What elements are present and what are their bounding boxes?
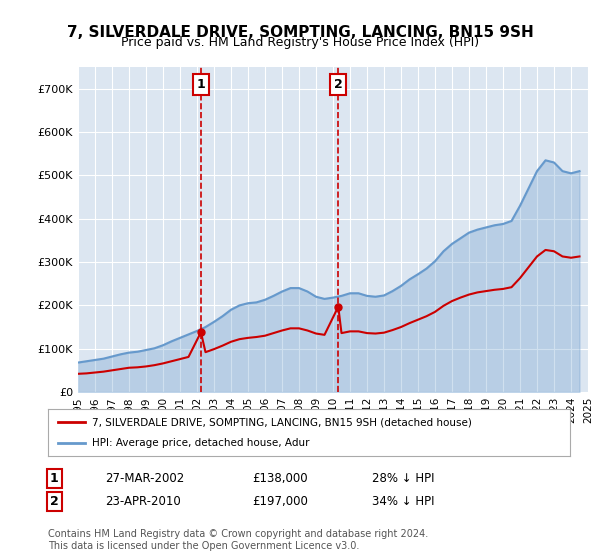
Text: Contains HM Land Registry data © Crown copyright and database right 2024.
This d: Contains HM Land Registry data © Crown c… xyxy=(48,529,428,551)
Text: 34% ↓ HPI: 34% ↓ HPI xyxy=(372,494,434,508)
Text: Price paid vs. HM Land Registry's House Price Index (HPI): Price paid vs. HM Land Registry's House … xyxy=(121,36,479,49)
Text: £197,000: £197,000 xyxy=(252,494,308,508)
Text: 23-APR-2010: 23-APR-2010 xyxy=(105,494,181,508)
Text: 7, SILVERDALE DRIVE, SOMPTING, LANCING, BN15 9SH: 7, SILVERDALE DRIVE, SOMPTING, LANCING, … xyxy=(67,25,533,40)
Text: 27-MAR-2002: 27-MAR-2002 xyxy=(105,472,184,486)
Text: 28% ↓ HPI: 28% ↓ HPI xyxy=(372,472,434,486)
Text: 1: 1 xyxy=(197,78,205,91)
Text: 1: 1 xyxy=(50,472,58,486)
Text: 7, SILVERDALE DRIVE, SOMPTING, LANCING, BN15 9SH (detached house): 7, SILVERDALE DRIVE, SOMPTING, LANCING, … xyxy=(92,417,472,427)
Text: 2: 2 xyxy=(334,78,343,91)
Text: £138,000: £138,000 xyxy=(252,472,308,486)
Text: 2: 2 xyxy=(50,494,58,508)
Text: HPI: Average price, detached house, Adur: HPI: Average price, detached house, Adur xyxy=(92,438,310,448)
